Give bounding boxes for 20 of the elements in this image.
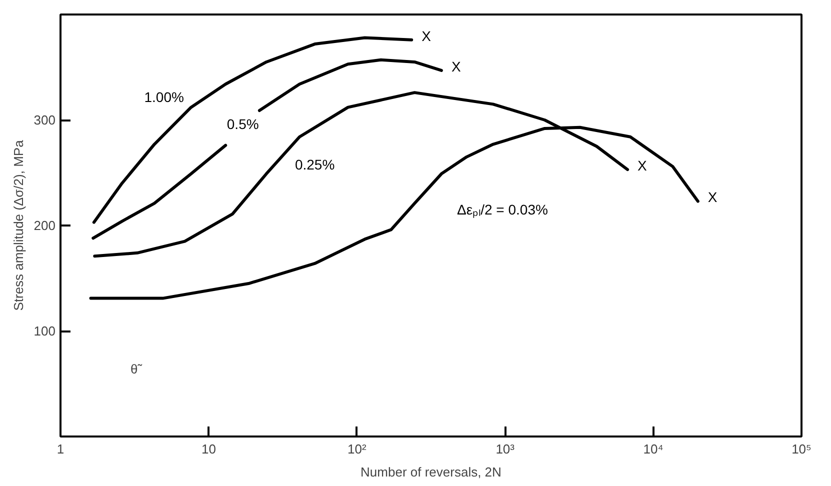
annotation: X (422, 28, 432, 44)
x-axis-title: Number of reversals, 2N (360, 464, 502, 480)
series-label: 1.00% (144, 88, 184, 105)
x-tick-label: 10⁵ (792, 442, 812, 456)
x-tick-label: 10² (348, 442, 367, 456)
annotation: X (708, 189, 718, 206)
x-tick-label: 1 (56, 442, 64, 456)
annotation: X (451, 58, 462, 74)
series-label: 0.5% (226, 116, 259, 132)
annotation: θ˜ (130, 362, 143, 376)
x-tick-label: 10 (201, 442, 216, 456)
series-label: 0.25% (294, 156, 335, 172)
y-tick-label: 300 (34, 112, 56, 128)
y-axis-title: Stress amplitude (Δσ/2), MPa (10, 139, 26, 311)
x-tick-label: 10⁴ (643, 442, 664, 456)
text: Δεₚₗ/2 = 0.03% (457, 202, 548, 219)
y-tick-label: 100 (34, 324, 56, 338)
y-tick-label: 200 (34, 218, 56, 233)
x-tick-label: 10³ (496, 442, 516, 456)
annotation: X (638, 158, 648, 174)
